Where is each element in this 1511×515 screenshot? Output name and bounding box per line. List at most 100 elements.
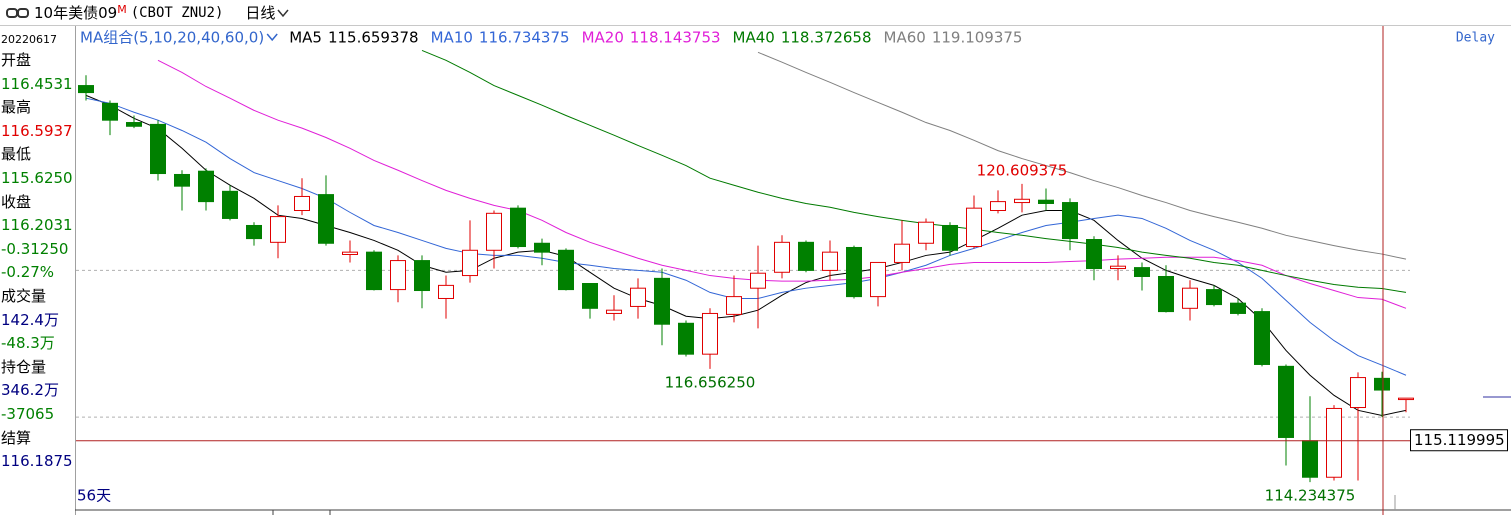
candle-body	[1374, 377, 1390, 391]
ma-line	[85, 97, 1407, 376]
candle-body	[534, 242, 550, 253]
ma-chevron[interactable]	[266, 33, 278, 42]
side-line: 116.5937	[1, 121, 73, 140]
candle-body	[438, 284, 454, 299]
legend-name: MA60	[884, 29, 926, 47]
ma-title: MA组合(5,10,20,40,60,0)	[80, 29, 264, 47]
candle-body	[126, 122, 142, 127]
extreme-label: 120.609375	[977, 161, 1068, 179]
symbol: 10年美债09	[34, 4, 118, 22]
side-line: 最高	[1, 98, 32, 117]
candle-body	[726, 296, 742, 315]
ma-line	[757, 51, 1407, 260]
candle-body	[222, 190, 238, 219]
side-line: 116.1875	[1, 452, 73, 471]
candle-body	[558, 249, 574, 291]
candle-body	[174, 173, 190, 187]
ma-line	[421, 49, 1407, 293]
candle-body	[78, 85, 94, 94]
candle-body	[870, 261, 886, 298]
candle-body	[774, 241, 790, 273]
link-icon	[6, 7, 29, 18]
candle-body	[510, 207, 526, 248]
legend-value: 119.109375	[932, 29, 1023, 47]
period[interactable]: 日线	[245, 4, 276, 22]
cursor-price: 115.119995	[1414, 431, 1505, 449]
side-line: 115.6250	[1, 169, 73, 187]
candle-body	[1110, 265, 1126, 270]
candle-body	[1230, 302, 1246, 314]
candle-body	[1206, 289, 1222, 306]
candle-body	[318, 194, 334, 244]
candle-body	[798, 241, 814, 271]
candle-body	[1254, 311, 1270, 365]
side-line: -0.27%	[1, 263, 55, 282]
date: 20220617	[1, 33, 57, 46]
legend-name: MA20	[582, 29, 624, 47]
candle-body	[270, 216, 286, 243]
candle-body	[366, 251, 382, 291]
extreme-label: 114.234375	[1265, 487, 1356, 505]
flag: M	[117, 3, 127, 16]
candle-body	[654, 277, 670, 325]
extreme-label: 116.656250	[665, 373, 756, 391]
legend-value: 116.734375	[479, 29, 570, 47]
side-line: 结算	[1, 428, 32, 447]
candle-body	[150, 123, 166, 175]
legend-value: 115.659378	[328, 29, 419, 47]
legend-value: 118.372658	[781, 29, 872, 47]
candle-body	[1350, 377, 1366, 409]
candle-body	[1278, 365, 1294, 438]
candle-body	[1086, 239, 1102, 270]
candle-body	[246, 224, 262, 240]
side-line: 成交量	[1, 287, 47, 305]
candle-body	[606, 309, 622, 314]
candle-body	[1158, 275, 1174, 313]
candle-body	[582, 283, 598, 309]
candle-body	[918, 221, 934, 244]
side-line: 142.4万	[1, 310, 59, 329]
legend-value: 118.143753	[630, 29, 721, 47]
candle-body	[750, 272, 766, 289]
candle-body	[894, 243, 910, 263]
candle-body	[462, 249, 478, 277]
side-line: -37065	[1, 405, 55, 423]
day-count: 56天	[77, 487, 111, 505]
side-panel: 20220617 开盘 116.4531 最高 116.5937 最低 115.6250 收盘…	[0, 26, 76, 515]
legend-name: MA40	[733, 29, 775, 47]
delay: Delay	[1456, 31, 1495, 46]
ma-line	[85, 94, 1407, 417]
candle-body	[414, 260, 430, 292]
candle-body	[990, 201, 1006, 212]
side-line: 116.2031	[1, 216, 73, 235]
side-line: 116.4531	[1, 74, 73, 93]
code: (CBOT ZNU2)	[130, 4, 224, 21]
candle-body	[942, 224, 958, 251]
candle-body	[702, 312, 718, 355]
legend-name: MA10	[431, 29, 473, 47]
candle-body	[102, 102, 118, 121]
side-line: -48.3万	[1, 334, 55, 353]
candle-body	[822, 251, 838, 271]
candle-body	[1302, 440, 1318, 478]
candle-body	[342, 251, 358, 255]
side-line: 开盘	[1, 51, 32, 69]
candle-body	[630, 287, 646, 307]
candle-body	[678, 322, 694, 355]
candle-body	[846, 246, 862, 298]
candle-body	[486, 212, 502, 251]
candle-body	[1182, 287, 1198, 309]
legend-name: MA5	[289, 29, 322, 47]
candle-body	[1038, 199, 1054, 204]
candle-body	[1326, 407, 1342, 478]
side-line: 持仓量	[1, 357, 47, 376]
period-chevron[interactable]	[275, 7, 291, 19]
side-line: 最低	[1, 145, 32, 164]
side-line: -0.31250	[1, 239, 69, 258]
candle-body	[1134, 267, 1150, 277]
side-line: 346.2万	[1, 381, 59, 400]
candle-body	[390, 260, 406, 291]
candle-body	[294, 195, 310, 212]
